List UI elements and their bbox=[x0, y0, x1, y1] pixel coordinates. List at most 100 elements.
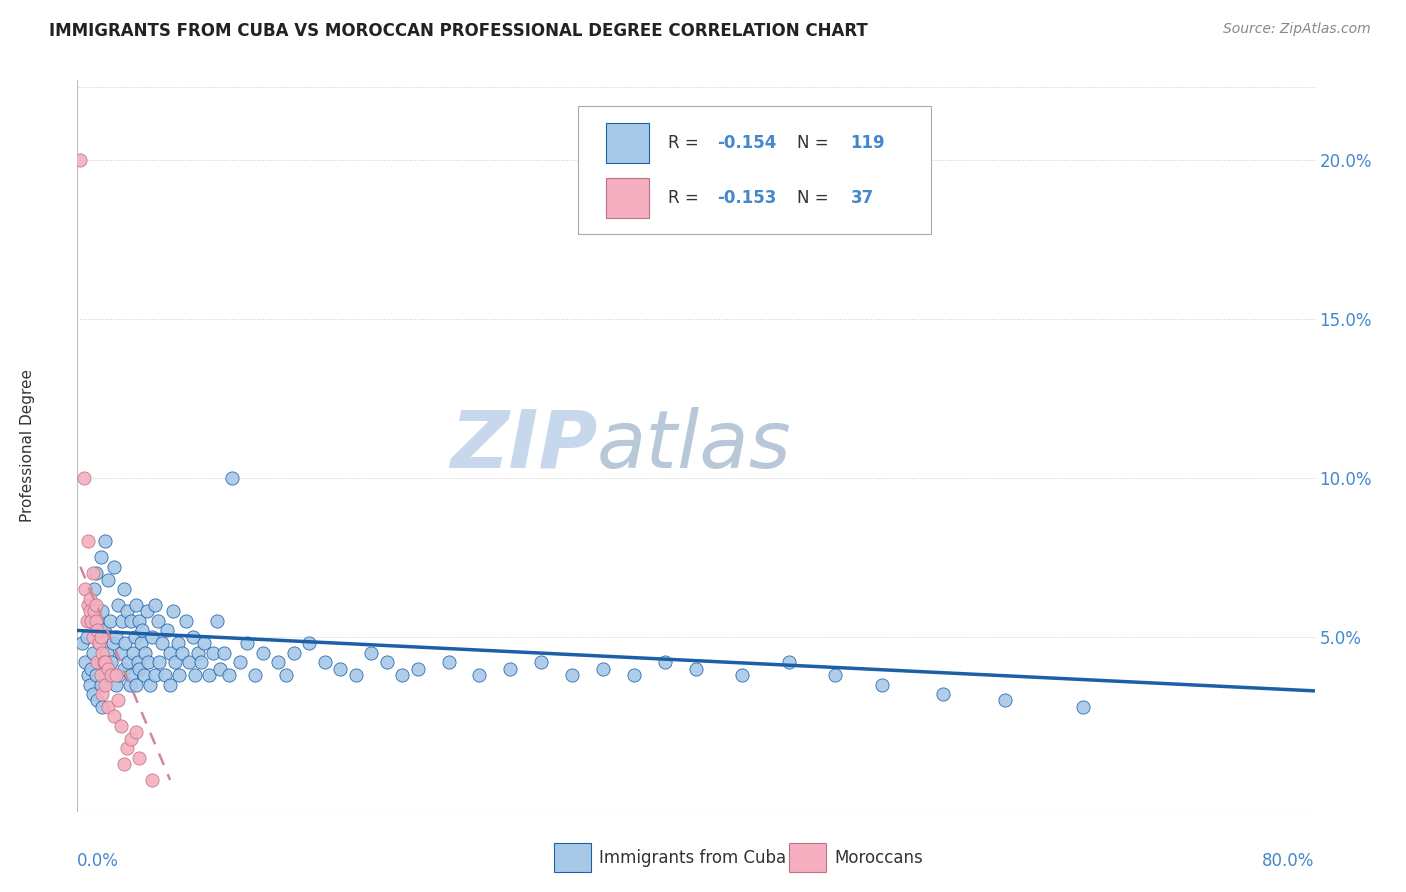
Point bbox=[77, 598, 100, 612]
Text: Professional Degree: Professional Degree bbox=[20, 369, 35, 523]
Point bbox=[105, 668, 128, 682]
Point bbox=[731, 668, 754, 682]
Point bbox=[112, 582, 135, 596]
Point bbox=[97, 662, 120, 676]
Point bbox=[344, 668, 367, 682]
Point bbox=[375, 655, 398, 669]
Point bbox=[105, 630, 128, 644]
Point bbox=[391, 668, 413, 682]
Point bbox=[91, 699, 114, 714]
Point bbox=[187, 646, 209, 660]
Point bbox=[127, 655, 149, 669]
Text: R =: R = bbox=[668, 189, 703, 207]
Point bbox=[561, 668, 583, 682]
Point bbox=[69, 153, 91, 167]
Point bbox=[118, 677, 141, 691]
Point bbox=[90, 550, 112, 565]
Point bbox=[87, 636, 110, 650]
Point bbox=[94, 655, 117, 669]
Point bbox=[125, 725, 148, 739]
Point bbox=[437, 655, 460, 669]
Point bbox=[93, 624, 115, 638]
Point bbox=[159, 677, 181, 691]
Point bbox=[91, 687, 114, 701]
Point bbox=[685, 662, 707, 676]
Point bbox=[86, 655, 108, 669]
Point bbox=[80, 662, 103, 676]
Point bbox=[84, 668, 107, 682]
Point bbox=[77, 668, 100, 682]
Point bbox=[105, 677, 128, 691]
Point bbox=[131, 624, 153, 638]
Point bbox=[93, 655, 115, 669]
Point bbox=[1071, 699, 1094, 714]
Text: Moroccans: Moroccans bbox=[835, 849, 924, 867]
Point bbox=[108, 668, 131, 682]
Point bbox=[252, 646, 274, 660]
Point bbox=[167, 636, 190, 650]
Text: N =: N = bbox=[797, 189, 834, 207]
Point bbox=[654, 655, 676, 669]
Point bbox=[159, 646, 181, 660]
Point bbox=[110, 719, 132, 733]
Point bbox=[468, 668, 491, 682]
Point bbox=[214, 646, 236, 660]
Point bbox=[82, 598, 104, 612]
Text: 80.0%: 80.0% bbox=[1263, 852, 1315, 870]
Point bbox=[183, 630, 205, 644]
Point bbox=[205, 614, 228, 628]
Point bbox=[121, 614, 143, 628]
Point bbox=[152, 636, 174, 650]
Point bbox=[112, 757, 135, 772]
Point bbox=[82, 566, 104, 581]
Point bbox=[134, 646, 156, 660]
Point bbox=[75, 655, 96, 669]
Point bbox=[94, 668, 117, 682]
Point bbox=[77, 534, 100, 549]
Point bbox=[101, 636, 124, 650]
Text: 37: 37 bbox=[851, 189, 875, 207]
Point bbox=[121, 731, 143, 746]
Text: 119: 119 bbox=[851, 134, 886, 152]
Point bbox=[83, 604, 105, 618]
Point bbox=[824, 668, 846, 682]
Point bbox=[100, 655, 122, 669]
Point bbox=[530, 655, 553, 669]
Point bbox=[97, 699, 120, 714]
Point bbox=[79, 677, 101, 691]
Point bbox=[94, 677, 117, 691]
Point bbox=[193, 636, 215, 650]
Point bbox=[138, 655, 160, 669]
Point bbox=[125, 598, 148, 612]
Point bbox=[229, 655, 252, 669]
Point bbox=[75, 582, 96, 596]
Point bbox=[86, 693, 108, 707]
Point bbox=[314, 655, 336, 669]
Point bbox=[115, 604, 138, 618]
Point bbox=[177, 655, 200, 669]
Point bbox=[82, 630, 104, 644]
Point bbox=[870, 677, 893, 691]
Point bbox=[79, 591, 101, 606]
Point bbox=[136, 604, 159, 618]
Point bbox=[122, 646, 145, 660]
Point bbox=[146, 614, 169, 628]
Point bbox=[128, 614, 150, 628]
Text: ZIP: ZIP bbox=[450, 407, 598, 485]
Point bbox=[360, 646, 382, 660]
Point bbox=[117, 655, 139, 669]
FancyBboxPatch shape bbox=[789, 843, 825, 872]
Point bbox=[236, 636, 259, 650]
Point bbox=[111, 614, 134, 628]
Point bbox=[121, 668, 143, 682]
Text: 0.0%: 0.0% bbox=[77, 852, 120, 870]
Point bbox=[80, 614, 103, 628]
Point bbox=[84, 614, 107, 628]
Point bbox=[221, 471, 243, 485]
Point bbox=[172, 646, 194, 660]
Point bbox=[156, 624, 179, 638]
Point bbox=[112, 662, 135, 676]
Point bbox=[90, 630, 112, 644]
Point bbox=[110, 646, 132, 660]
Point bbox=[139, 677, 162, 691]
